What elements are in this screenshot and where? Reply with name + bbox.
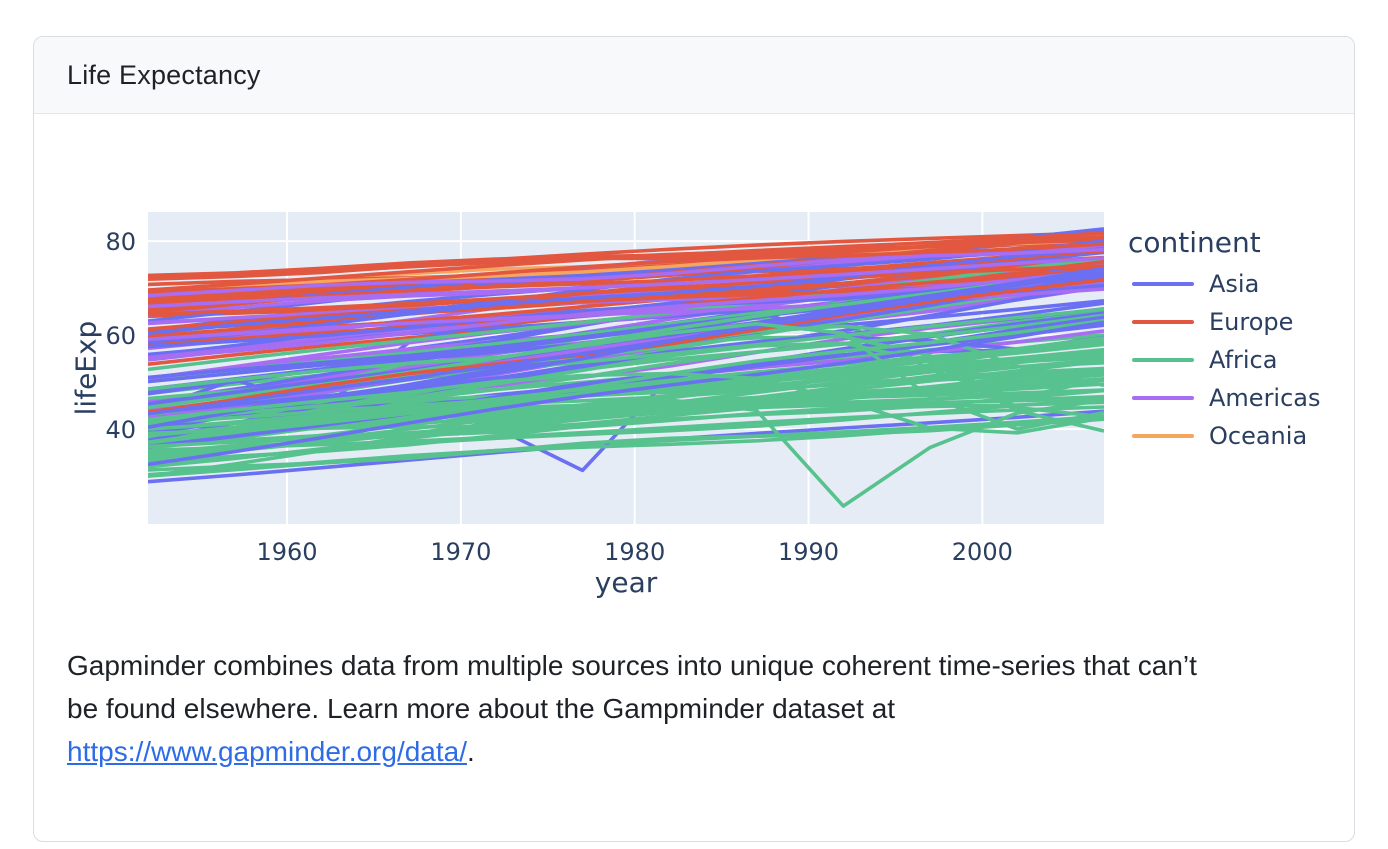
legend-title: continent — [1128, 226, 1261, 259]
life-expectancy-card: Life Expectancy 40 60 80 1960 1970 1980 1990 20… — [33, 36, 1355, 842]
americas-line-swatch — [1132, 396, 1194, 400]
legend-label: Africa — [1209, 346, 1278, 374]
country-line[interactable] — [148, 256, 1104, 372]
page-title: Life Expectancy — [67, 59, 261, 90]
africa-line-swatch — [1132, 358, 1194, 362]
description-period: . — [467, 736, 475, 767]
x-tick-label: 2000 — [952, 538, 1013, 566]
legend-item-asia[interactable]: Asia — [1128, 265, 1321, 303]
legend-item-americas[interactable]: Americas — [1128, 379, 1321, 417]
country-line[interactable] — [148, 388, 1104, 464]
card-body: 40 60 80 1960 1970 1980 1990 2000 year lifeExp … — [34, 114, 1354, 773]
x-axis-title: year — [594, 566, 658, 599]
country-line[interactable] — [148, 266, 1104, 429]
x-tick-label: 1980 — [604, 538, 665, 566]
legend-item-europe[interactable]: Europe — [1128, 303, 1321, 341]
country-line[interactable] — [148, 371, 1104, 435]
legend-label: Americas — [1209, 384, 1321, 412]
europe-line-swatch — [1132, 320, 1194, 324]
y-tick-label: 60 — [105, 322, 136, 350]
country-line[interactable] — [148, 256, 1104, 309]
legend-label: Oceania — [1209, 422, 1308, 450]
x-tick-label: 1990 — [778, 538, 839, 566]
x-tick-label: 1970 — [430, 538, 491, 566]
y-tick-label: 80 — [105, 228, 136, 256]
legend-item-africa[interactable]: Africa — [1128, 341, 1321, 379]
country-line[interactable] — [148, 373, 1104, 431]
country-line[interactable] — [148, 268, 1104, 360]
life-expectancy-chart: 40 60 80 1960 1970 1980 1990 2000 year lifeExp … — [34, 114, 1354, 614]
country-line[interactable] — [148, 388, 1104, 449]
plot-area[interactable]: 40 60 80 1960 1970 1980 1990 2000 — [34, 114, 1354, 614]
description-paragraph: Gapminder combines data from multiple so… — [67, 644, 1235, 773]
description-text: Gapminder combines data from multiple so… — [67, 650, 1197, 724]
legend-item-oceania[interactable]: Oceania — [1128, 417, 1321, 455]
legend: continent Asia Europe Africa — [1128, 226, 1321, 455]
country-line[interactable] — [148, 322, 1104, 431]
y-tick-label: 40 — [105, 416, 136, 444]
country-line[interactable] — [148, 320, 1104, 467]
x-tick-label: 1960 — [257, 538, 318, 566]
country-line[interactable] — [148, 231, 1104, 292]
asia-line-swatch — [1132, 282, 1194, 286]
legend-label: Europe — [1209, 308, 1294, 336]
series-lines — [148, 227, 1104, 508]
country-line[interactable] — [148, 247, 1104, 298]
gapminder-link[interactable]: https://www.gapminder.org/data/ — [67, 736, 467, 767]
oceania-line-swatch — [1132, 434, 1194, 438]
country-line[interactable] — [148, 341, 1104, 433]
country-line[interactable] — [148, 264, 1104, 317]
country-line[interactable] — [148, 368, 1104, 426]
card-header: Life Expectancy — [34, 37, 1354, 114]
country-line[interactable] — [148, 246, 1104, 344]
legend-label: Asia — [1209, 270, 1260, 298]
y-axis-title: lifeExp — [69, 320, 103, 416]
country-line[interactable] — [148, 270, 1104, 416]
